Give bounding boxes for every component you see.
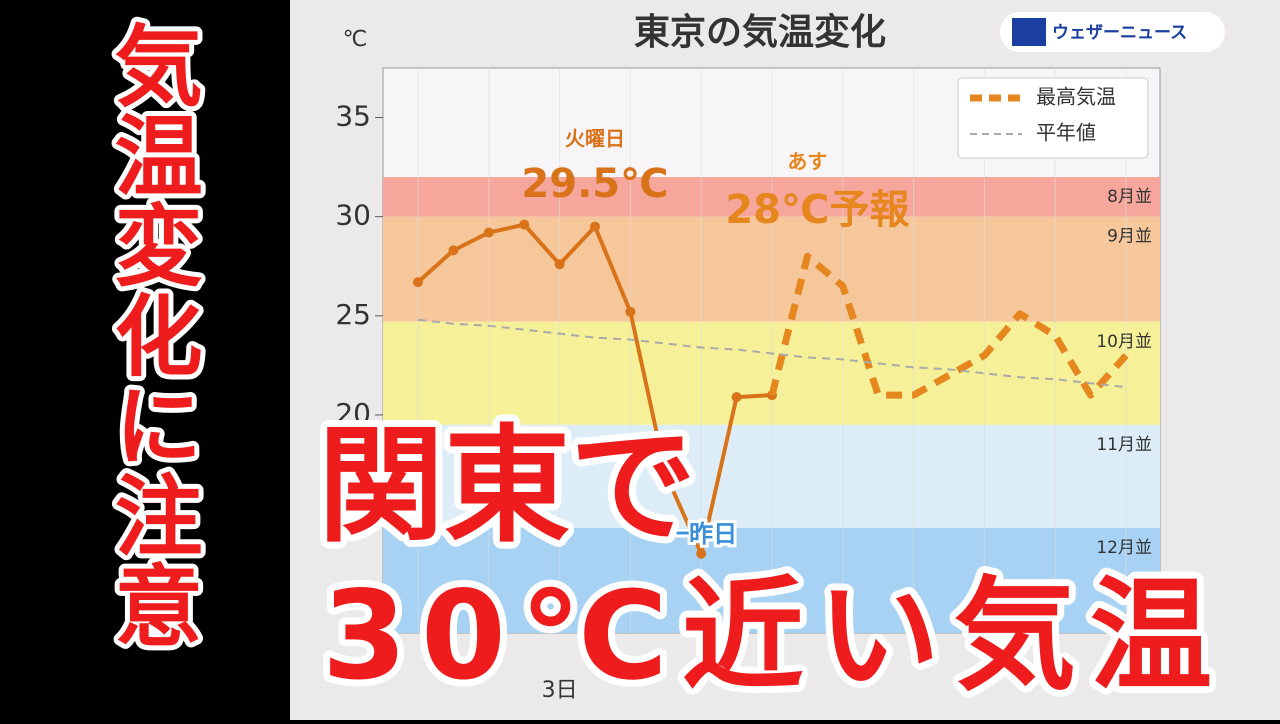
legend-box — [957, 77, 1149, 159]
band-label: 8月並 — [1107, 187, 1152, 207]
y-tick-label: 25 — [335, 298, 371, 331]
legend-label: 最高気温 — [1036, 85, 1116, 109]
chart-title: 東京の気温変化 — [634, 11, 886, 53]
annotation: 火曜日 — [565, 127, 625, 151]
point — [590, 221, 600, 232]
logo-mark — [1012, 18, 1046, 46]
point — [554, 259, 565, 270]
point — [413, 277, 423, 288]
y-unit: ℃ — [343, 27, 368, 52]
point — [696, 548, 707, 559]
x-tick-label: 3日 — [542, 678, 578, 703]
side-title: 気温変化に注意 — [100, 20, 203, 650]
overlay: 気温変化に注意関東で30℃近い気温 — [95, 15, 1219, 714]
point — [731, 392, 742, 403]
point — [625, 306, 636, 317]
band-label: 11月並 — [1096, 435, 1152, 455]
annotation: あす — [787, 150, 827, 174]
point — [448, 245, 459, 256]
band-label: 12月並 — [1096, 538, 1152, 558]
point — [519, 219, 530, 230]
y-tick-label: 30 — [335, 199, 371, 232]
point — [483, 227, 494, 238]
point — [660, 469, 671, 480]
annotation: 28℃予報 — [725, 187, 909, 233]
annotation: 29.5℃ — [521, 161, 668, 207]
y-tick-label: 35 — [335, 100, 371, 133]
annotation: 一昨日 — [665, 520, 737, 548]
y-tick-label: 20 — [335, 397, 371, 430]
legend-label: 平年値 — [1036, 121, 1096, 145]
headline: 30℃近い気温 — [322, 565, 1212, 707]
logo: ウェザーニュース — [1052, 23, 1187, 43]
band-label: 9月並 — [1107, 227, 1152, 247]
series-line — [417, 318, 1127, 389]
logo-bg — [1000, 12, 1225, 52]
headline: 関東で — [318, 413, 696, 560]
band-label: 10月並 — [1096, 332, 1152, 352]
